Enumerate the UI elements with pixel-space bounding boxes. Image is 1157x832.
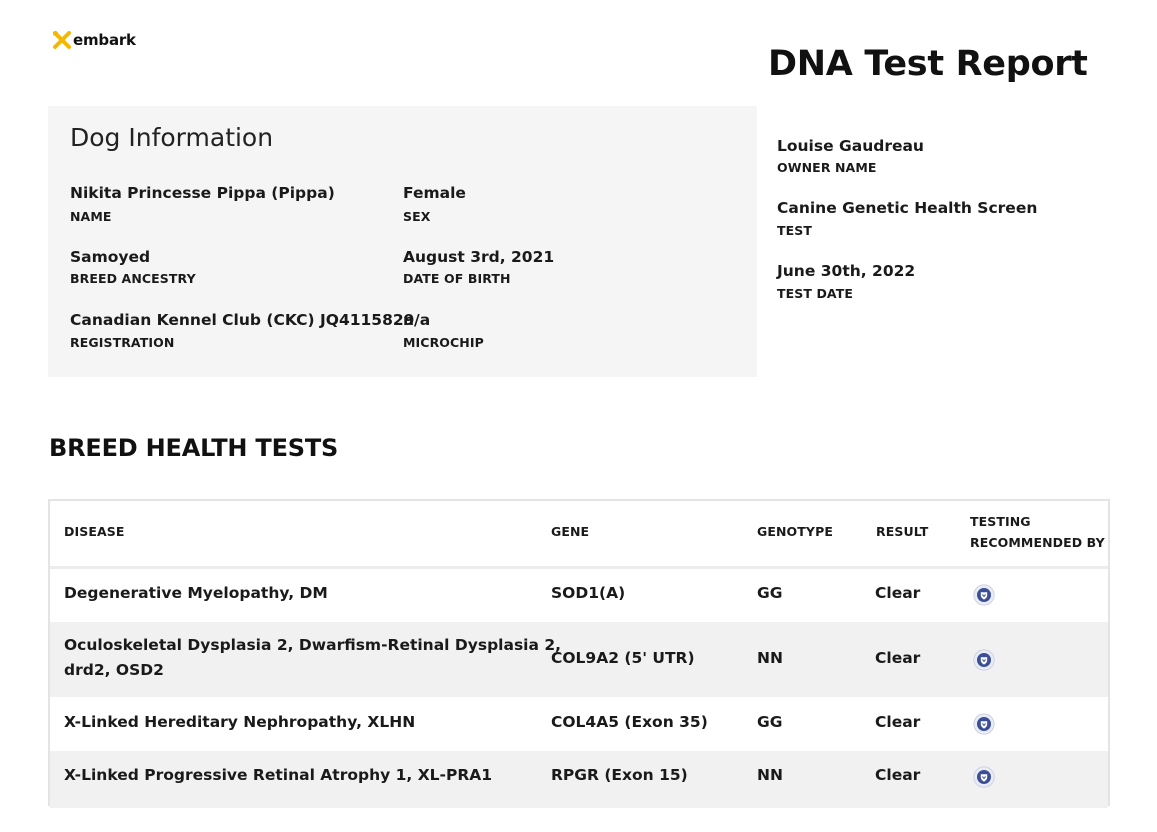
dog-name-value: Nikita Princesse Pippa (Pippa) bbox=[70, 184, 335, 202]
owner-name-value: Louise Gaudreau bbox=[777, 137, 924, 155]
shield-badge-icon bbox=[973, 584, 995, 606]
gene-cell: COL4A5 (Exon 35) bbox=[551, 713, 708, 731]
result-cell: Clear bbox=[875, 649, 921, 667]
test-field: Canine Genetic Health Screen TEST bbox=[777, 198, 1037, 238]
shield-badge-icon bbox=[973, 649, 995, 671]
embark-logo: embark bbox=[52, 29, 136, 51]
sex-value: Female bbox=[403, 184, 466, 202]
column-gene: GENE bbox=[551, 524, 590, 539]
dog-information-card: Dog Information Nikita Princesse Pippa (… bbox=[48, 106, 757, 377]
report-title: DNA Test Report bbox=[768, 44, 1088, 84]
test-date-value: June 30th, 2022 bbox=[777, 262, 916, 280]
date-of-birth-field: August 3rd, 2021 DATE OF BIRTH bbox=[403, 247, 554, 286]
microchip-value: n/a bbox=[403, 311, 431, 329]
date-of-birth-value: August 3rd, 2021 bbox=[403, 248, 555, 266]
dog-name-label: NAME bbox=[70, 209, 112, 224]
registration-value: Canadian Kennel Club (CKC) JQ4115829 bbox=[70, 311, 415, 329]
table-header: DISEASE GENE GENOTYPE RESULT TESTING REC… bbox=[50, 501, 1108, 569]
gene-cell: RPGR (Exon 15) bbox=[551, 766, 688, 784]
genotype-cell: GG bbox=[757, 584, 783, 602]
genotype-cell: GG bbox=[757, 713, 783, 731]
test-label: TEST bbox=[777, 223, 812, 238]
disease-cell: X-Linked Hereditary Nephropathy, XLHN bbox=[64, 713, 416, 731]
disease-line-1: Oculoskeletal Dysplasia 2, Dwarfism-Reti… bbox=[64, 636, 562, 654]
column-genotype: GENOTYPE bbox=[757, 524, 833, 539]
result-cell: Clear bbox=[875, 713, 921, 731]
breed-ancestry-value: Samoyed bbox=[70, 248, 151, 266]
result-cell: Clear bbox=[875, 584, 921, 602]
shield-badge-icon bbox=[973, 766, 995, 788]
sex-label: SEX bbox=[403, 209, 431, 224]
disease-line-2: drd2, OSD2 bbox=[64, 661, 164, 679]
gene-cell: COL9A2 (5' UTR) bbox=[551, 649, 695, 667]
date-of-birth-label: DATE OF BIRTH bbox=[403, 271, 511, 286]
gene-cell: SOD1(A) bbox=[551, 584, 626, 602]
test-date-field: June 30th, 2022 TEST DATE bbox=[777, 261, 915, 301]
microchip-label: MICROCHIP bbox=[403, 335, 484, 350]
column-testing-recommended-by: TESTING RECOMMENDED BY bbox=[970, 511, 1105, 553]
health-tests-table: DISEASE GENE GENOTYPE RESULT TESTING REC… bbox=[48, 499, 1110, 808]
column-testing-line2: RECOMMENDED BY bbox=[970, 535, 1105, 550]
breed-ancestry-field: Samoyed BREED ANCESTRY bbox=[70, 247, 196, 286]
column-testing-line1: TESTING bbox=[970, 514, 1031, 529]
test-date-label: TEST DATE bbox=[777, 286, 853, 301]
microchip-field: n/a MICROCHIP bbox=[403, 310, 484, 350]
owner-name-field: Louise Gaudreau OWNER NAME bbox=[777, 136, 924, 175]
dog-information-title: Dog Information bbox=[70, 123, 274, 152]
registration-field: Canadian Kennel Club (CKC) JQ4115829 REG… bbox=[70, 310, 414, 350]
column-disease: DISEASE bbox=[64, 524, 125, 539]
table-row: X-Linked Progressive Retinal Atrophy 1, … bbox=[50, 751, 1108, 808]
breed-ancestry-label: BREED ANCESTRY bbox=[70, 271, 196, 286]
breed-health-tests-title: BREED HEALTH TESTS bbox=[49, 434, 339, 462]
registration-label: REGISTRATION bbox=[70, 335, 175, 350]
brand-name: embark bbox=[73, 31, 136, 49]
table-row: Oculoskeletal Dysplasia 2, Dwarfism-Reti… bbox=[50, 622, 1108, 697]
test-value: Canine Genetic Health Screen bbox=[777, 199, 1038, 217]
disease-cell: X-Linked Progressive Retinal Atrophy 1, … bbox=[64, 766, 493, 784]
shield-badge-icon bbox=[973, 713, 995, 735]
disease-cell: Oculoskeletal Dysplasia 2, Dwarfism-Reti… bbox=[64, 633, 561, 683]
result-cell: Clear bbox=[875, 766, 921, 784]
table-row: X-Linked Hereditary Nephropathy, XLHN CO… bbox=[50, 697, 1108, 751]
sex-field: Female SEX bbox=[403, 183, 466, 224]
owner-name-label: OWNER NAME bbox=[777, 160, 877, 175]
disease-cell: Degenerative Myelopathy, DM bbox=[64, 584, 328, 602]
embark-logo-icon bbox=[53, 31, 71, 49]
table-row: Degenerative Myelopathy, DM SOD1(A) GG C… bbox=[50, 569, 1108, 622]
genotype-cell: NN bbox=[757, 766, 783, 784]
genotype-cell: NN bbox=[757, 649, 783, 667]
column-result: RESULT bbox=[876, 524, 929, 539]
dog-name-field: Nikita Princesse Pippa (Pippa) NAME bbox=[70, 183, 335, 224]
